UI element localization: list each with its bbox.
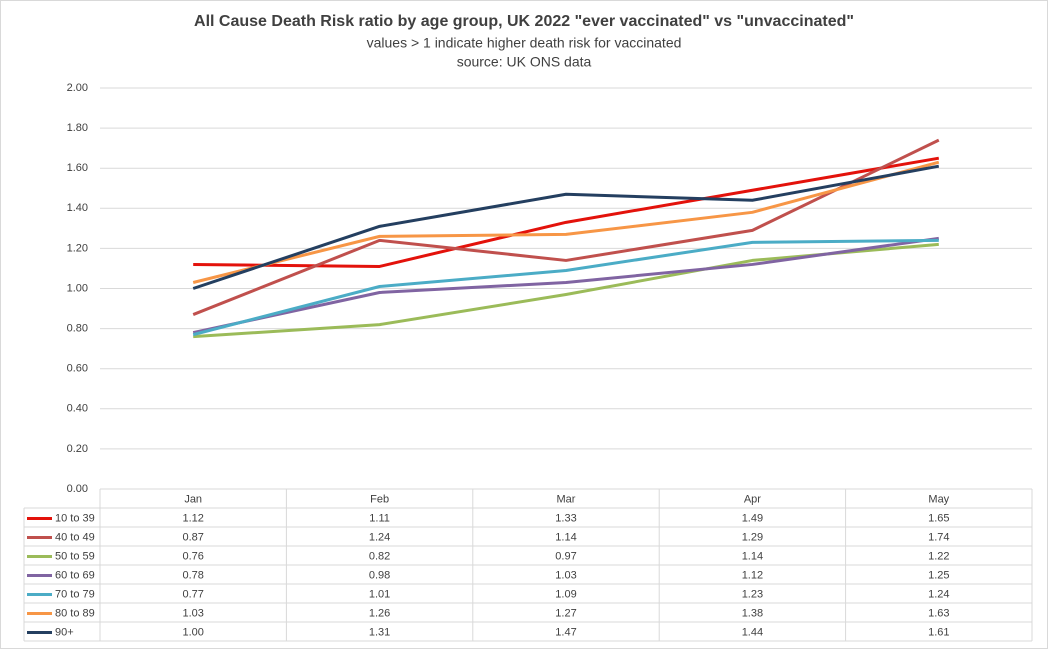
table-cell: 0.97 [555, 550, 576, 562]
y-tick-label: 1.60 [67, 162, 88, 174]
table-cell: 1.31 [369, 626, 390, 638]
table-cell: 0.76 [182, 550, 203, 562]
table-cell: 1.12 [182, 512, 203, 524]
x-tick-label: Mar [557, 493, 576, 505]
series-line [192, 238, 939, 337]
table-cell: 1.65 [928, 512, 949, 524]
x-tick-label: May [928, 493, 949, 505]
table-cell: 1.29 [742, 531, 763, 543]
table-cell: 1.03 [555, 569, 576, 581]
table-cell: 1.47 [555, 626, 576, 638]
table-cell: 1.14 [555, 531, 576, 543]
table-cell: 1.27 [555, 607, 576, 619]
table-cell: 1.24 [369, 531, 390, 543]
table-cell: 1.23 [742, 588, 763, 600]
chart-title: All Cause Death Risk ratio by age group,… [194, 13, 854, 30]
y-tick-label: 1.20 [67, 242, 88, 254]
table-cell: 0.78 [182, 569, 203, 581]
series-line [192, 236, 940, 335]
table-cell: 1.00 [182, 626, 203, 638]
legend-label: 90+ [55, 626, 74, 638]
chart-source: source: UK ONS data [457, 54, 592, 70]
table-cell: 1.14 [742, 550, 763, 562]
table-cell: 1.63 [928, 607, 949, 619]
legend-label: 10 to 39 [55, 512, 95, 524]
table-cell: 1.49 [742, 512, 763, 524]
x-tick-label: Feb [370, 493, 389, 505]
legend-label: 50 to 59 [55, 550, 95, 562]
legend-label: 60 to 69 [55, 569, 95, 581]
table-cell: 1.11 [369, 512, 390, 524]
table-cell: 1.12 [742, 569, 763, 581]
table-cell: 0.82 [369, 550, 390, 562]
table-cell: 1.09 [555, 588, 576, 600]
table-cell: 0.77 [182, 588, 203, 600]
table-cell: 0.98 [369, 569, 390, 581]
y-tick-label: 1.80 [67, 122, 88, 134]
series-line [192, 160, 940, 284]
table-cell: 1.61 [928, 626, 949, 638]
y-tick-label: 0.40 [67, 403, 88, 415]
table-cell: 1.01 [369, 588, 390, 600]
table-cell: 1.26 [369, 607, 390, 619]
y-tick-label: 1.00 [67, 282, 88, 294]
y-tick-label: 1.40 [67, 202, 88, 214]
x-tick-label: Apr [744, 493, 761, 505]
table-cell: 1.44 [742, 626, 763, 638]
table-cell: 1.25 [928, 569, 949, 581]
legend-label: 40 to 49 [55, 531, 95, 543]
table-cell: 1.22 [928, 550, 949, 562]
x-tick-label: Jan [184, 493, 202, 505]
table-cell: 1.74 [928, 531, 949, 543]
y-tick-label: 0.60 [67, 363, 88, 375]
table-cell: 0.87 [182, 531, 203, 543]
table-cell: 1.24 [928, 588, 949, 600]
legend-label: 70 to 79 [55, 588, 95, 600]
y-tick-label: 0.00 [67, 483, 88, 495]
y-tick-label: 0.20 [67, 443, 88, 455]
legend-label: 80 to 89 [55, 607, 95, 619]
table-cell: 1.38 [742, 607, 763, 619]
chart-subtitle: values > 1 indicate higher death risk fo… [367, 35, 682, 51]
table-cell: 1.03 [182, 607, 203, 619]
table-cell: 1.33 [555, 512, 576, 524]
series-line [192, 164, 940, 290]
y-tick-label: 2.00 [67, 82, 88, 94]
y-tick-label: 0.80 [67, 323, 88, 335]
series-line [192, 138, 940, 316]
